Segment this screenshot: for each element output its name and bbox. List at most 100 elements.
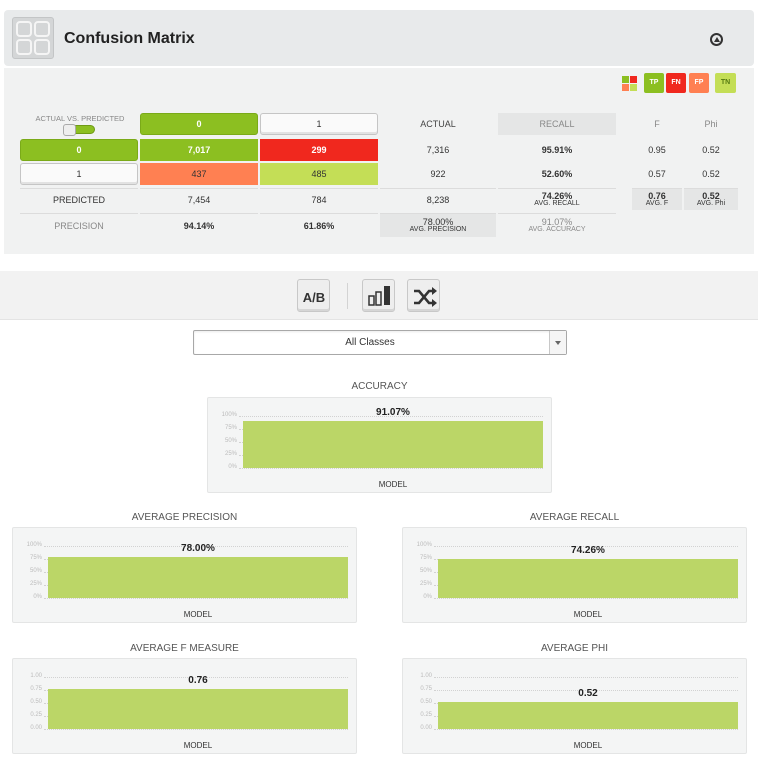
gridline — [434, 677, 738, 678]
avg-accuracy: 91.07% AVG. ACCURACY — [498, 213, 616, 237]
average-phi-title: AVERAGE PHI — [540, 643, 609, 654]
actual-predicted-toggle[interactable] — [63, 124, 95, 136]
gridline — [44, 598, 348, 599]
actual-class-0-button[interactable]: 0 — [20, 139, 138, 161]
data-label: 91.07% — [376, 406, 410, 418]
cell-tn: 485 — [260, 163, 378, 185]
actual-total-0: 7,316 — [426, 145, 450, 155]
y-tick-label: 0.75 — [420, 686, 432, 692]
matrix-panel — [4, 68, 754, 254]
x-axis-label: MODEL — [183, 610, 213, 619]
shuffle-icon — [414, 287, 437, 307]
precision-0: 94.14% — [140, 213, 258, 237]
x-axis-label: MODEL — [378, 480, 408, 489]
average-phi-chart: 1.00 0.75 0.50 0.25 0.00 0.52 MODEL — [402, 658, 747, 754]
average-recall-title: AVERAGE RECALL — [529, 512, 620, 523]
y-tick-label: 100% — [416, 542, 432, 548]
confusion-matrix-header: Confusion Matrix — [4, 10, 754, 66]
actual-vs-predicted-label: ACTUAL VS. PREDICTED — [35, 113, 125, 123]
f-header: F — [654, 119, 660, 129]
legend-fn: FN — [666, 73, 686, 93]
precision-1: 61.86% — [260, 213, 378, 237]
y-tick-label: 50% — [29, 568, 42, 574]
gridline — [239, 468, 543, 469]
gridline — [434, 690, 738, 691]
chart-bar[interactable] — [438, 559, 738, 598]
precision-label: PRECISION — [20, 213, 138, 237]
gridline — [44, 546, 348, 547]
y-tick-label: 0% — [228, 464, 237, 470]
y-tick-label: 25% — [419, 581, 432, 587]
matrix-mosaic-icon[interactable] — [620, 73, 640, 93]
x-axis-label: MODEL — [183, 741, 213, 750]
gridline — [434, 598, 738, 599]
predicted-class-1-button[interactable]: 1 — [260, 113, 378, 135]
y-tick-label: 0.25 — [30, 712, 42, 718]
y-tick-label: 1.00 — [30, 673, 42, 679]
chevron-down-icon[interactable] — [549, 331, 566, 354]
y-tick-label: 75% — [29, 555, 42, 561]
y-tick-label: 0.50 — [30, 699, 42, 705]
average-f-measure-title: AVERAGE F MEASURE — [130, 643, 239, 654]
y-tick-label: 50% — [419, 568, 432, 574]
data-label: 0.52 — [578, 687, 598, 699]
actual-header: ACTUAL — [420, 119, 456, 129]
y-tick-label: 75% — [419, 555, 432, 561]
page-title: Confusion Matrix — [64, 30, 195, 47]
data-label: 0.76 — [188, 675, 208, 687]
actual-class-1-button[interactable]: 1 — [20, 163, 138, 185]
chart-bar[interactable] — [438, 701, 738, 729]
predicted-total-1: 784 — [260, 188, 378, 210]
class-select[interactable]: All Classes — [193, 330, 567, 355]
f-0: 0.95 — [648, 145, 666, 155]
legend-tp: TP — [644, 73, 664, 93]
legend-tn: TN — [715, 73, 736, 93]
chart-bar[interactable] — [243, 420, 543, 468]
predicted-class-0-button[interactable]: 0 — [140, 113, 258, 135]
average-recall-chart: 100% 75% 50% 25% 0% 74.26% MODEL — [402, 527, 747, 623]
cell-tp: 7,017 — [140, 139, 258, 161]
class-select-value: All Classes — [345, 337, 395, 348]
y-tick-label: 0.00 — [30, 725, 42, 731]
cell-fn: 299 — [260, 139, 378, 161]
bar-chart-button[interactable] — [362, 279, 395, 312]
average-precision-chart: 100% 75% 50% 25% 0% 78.00% MODEL — [12, 527, 357, 623]
y-tick-label: 0% — [33, 594, 42, 600]
y-tick-label: 25% — [29, 581, 42, 587]
gridline — [44, 677, 348, 678]
accuracy-title: ACCURACY — [351, 381, 408, 392]
recall-0: 95.91% — [541, 145, 573, 155]
phi-header: Phi — [704, 119, 718, 129]
y-tick-label: 0.75 — [30, 686, 42, 692]
f-1: 0.57 — [648, 169, 666, 179]
phi-1: 0.52 — [702, 169, 720, 179]
y-tick-label: 100% — [221, 412, 237, 418]
ab-compare-button[interactable]: A/B — [297, 279, 330, 312]
y-tick-label: 1.00 — [420, 673, 432, 679]
avg-precision: 78.00% AVG. PRECISION — [380, 213, 496, 237]
chart-bar[interactable] — [48, 557, 348, 598]
y-tick-label: 0.50 — [420, 699, 432, 705]
y-tick-label: 0.25 — [420, 712, 432, 718]
recall-1: 52.60% — [541, 169, 573, 179]
y-tick-label: 75% — [224, 425, 237, 431]
collapse-up-icon[interactable] — [710, 33, 723, 46]
average-f-measure-chart: 1.00 0.75 0.50 0.25 0.00 0.76 MODEL — [12, 658, 357, 754]
y-tick-label: 0% — [423, 594, 432, 600]
gridline — [44, 729, 348, 730]
actual-total-1: 922 — [430, 169, 446, 179]
total-instances: 8,238 — [380, 188, 496, 210]
toolbar-divider — [347, 283, 348, 309]
bar-chart-icon — [368, 286, 390, 306]
y-tick-label: 50% — [224, 438, 237, 444]
recall-header: RECALL — [498, 113, 616, 135]
avg-f: 0.76 AVG. F — [632, 188, 682, 210]
y-tick-label: 100% — [26, 542, 42, 548]
gridline — [434, 729, 738, 730]
chart-bar[interactable] — [48, 689, 348, 729]
ab-compare-icon: A/B — [303, 290, 325, 305]
y-tick-label: 0.00 — [420, 725, 432, 731]
gridline — [434, 546, 738, 547]
shuffle-button[interactable] — [407, 279, 440, 312]
avg-recall: 74.26% AVG. RECALL — [498, 188, 616, 210]
